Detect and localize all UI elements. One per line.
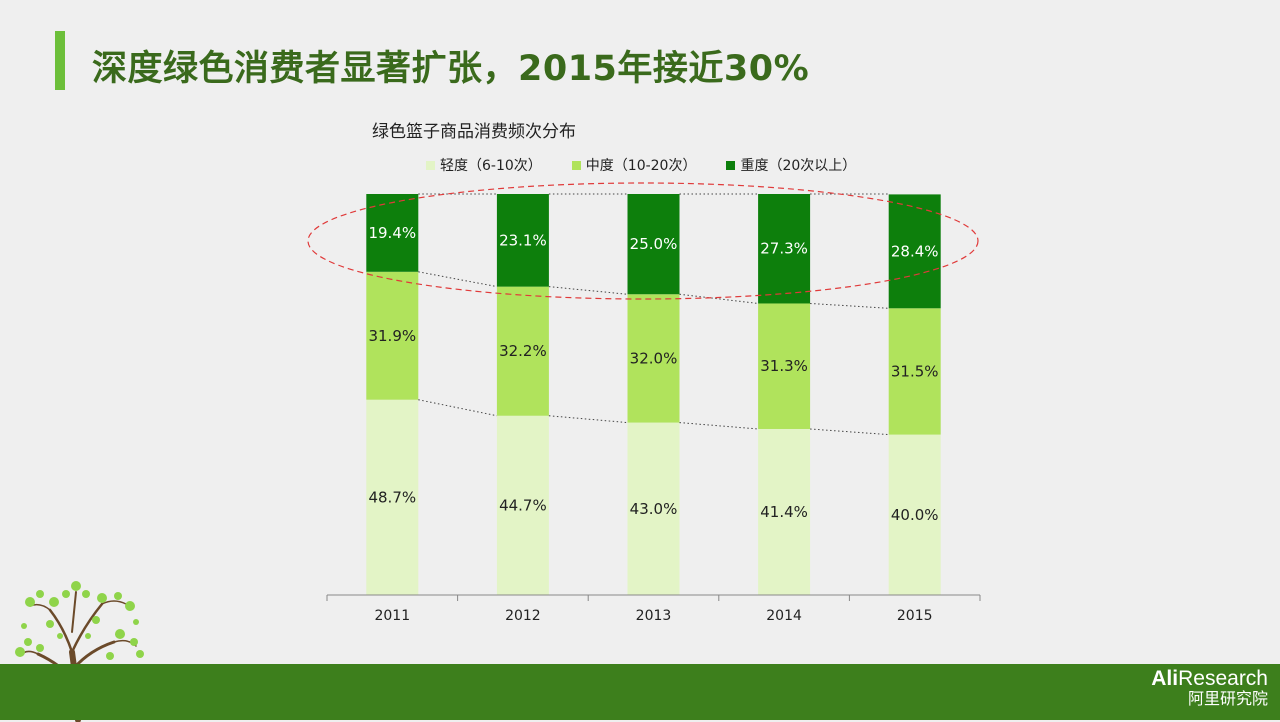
data-label-medium-2011: 31.9% [368,327,416,345]
x-tick-label-2013: 2013 [636,608,672,624]
bar-medium-2013 [627,294,680,423]
logo-sub-text: 阿里研究院 [1187,689,1268,708]
data-label-heavy-2012: 23.1% [499,231,547,249]
connector-light-medium-0 [418,399,497,417]
legend-item-light: 轻度（6-10次） [426,155,542,175]
bar-medium-2014 [758,303,811,429]
bar-light-2014 [758,428,811,595]
chart-legend: 轻度（6-10次） 中度（10-20次） 重度（20次以上） [426,155,856,175]
legend-label-medium: 中度（10-20次） [585,158,697,174]
logo-main-suffix: Research [1178,667,1268,690]
connector-medium-heavy-0 [418,271,497,288]
legend-item-medium: 中度（10-20次） [571,155,697,175]
bar-heavy-2014 [758,194,811,304]
data-label-heavy-2011: 19.4% [368,224,416,242]
data-label-light-2015: 40.0% [891,506,939,524]
connector-medium-heavy-1 [548,286,628,295]
data-label-medium-2012: 32.2% [499,342,547,360]
title-accent-bar [55,31,65,90]
data-label-heavy-2015: 28.4% [891,242,939,260]
data-label-medium-2015: 31.5% [891,362,939,380]
legend-item-heavy: 重度（20次以上） [726,155,856,175]
aliresearch-logo: AliResearch 阿里研究院 [1151,668,1268,707]
legend-swatch-medium [571,160,581,170]
bar-light-2015 [888,434,941,595]
connector-light-medium-3 [810,428,889,436]
bar-light-2012 [496,415,549,595]
x-tick-label-2012: 2012 [505,608,541,624]
legend-swatch-heavy [726,160,736,170]
bar-heavy-2015 [888,194,941,309]
data-label-light-2013: 43.0% [630,500,678,518]
connector-medium-heavy-3 [810,302,889,309]
data-label-heavy-2013: 25.0% [630,235,678,253]
bar-medium-2012 [496,286,549,416]
data-label-medium-2013: 32.0% [630,349,678,367]
bar-medium-2015 [888,308,941,435]
data-label-medium-2014: 31.3% [760,357,808,375]
bar-medium-2011 [366,271,419,400]
data-label-light-2012: 44.7% [499,496,547,514]
x-tick-label-2011: 2011 [374,608,410,624]
legend-swatch-light [426,160,435,170]
x-tick-label-2015: 2015 [897,608,933,624]
legend-label-heavy: 重度（20次以上） [740,158,857,174]
data-label-heavy-2014: 27.3% [760,240,808,258]
footer-band [0,664,1280,720]
bar-heavy-2012 [496,194,549,287]
connector-medium-heavy-2 [679,293,759,304]
slide-title: 深度绿色消费者显著扩张，2015年接近30% [92,49,810,89]
bar-light-2013 [627,422,680,595]
x-tick-label-2014: 2014 [766,608,802,624]
data-label-light-2014: 41.4% [760,503,808,521]
highlight-ellipse [307,182,979,300]
connector-light-medium-2 [679,422,759,430]
data-label-light-2011: 48.7% [368,488,416,506]
legend-label-light: 轻度（6-10次） [440,158,542,174]
stacked-bar-chart: 48.7% 31.9% 19.4% 2011 44.7% 32.2% 23.1% 2012 43… [307,182,981,624]
connector-light-medium-1 [548,415,628,424]
chart-title: 绿色篮子商品消费频次分布 [372,122,576,142]
bar-heavy-2011 [366,194,419,272]
bar-heavy-2013 [627,194,680,295]
bar-light-2011 [366,399,419,595]
logo-main-text: Ali [1151,667,1179,690]
